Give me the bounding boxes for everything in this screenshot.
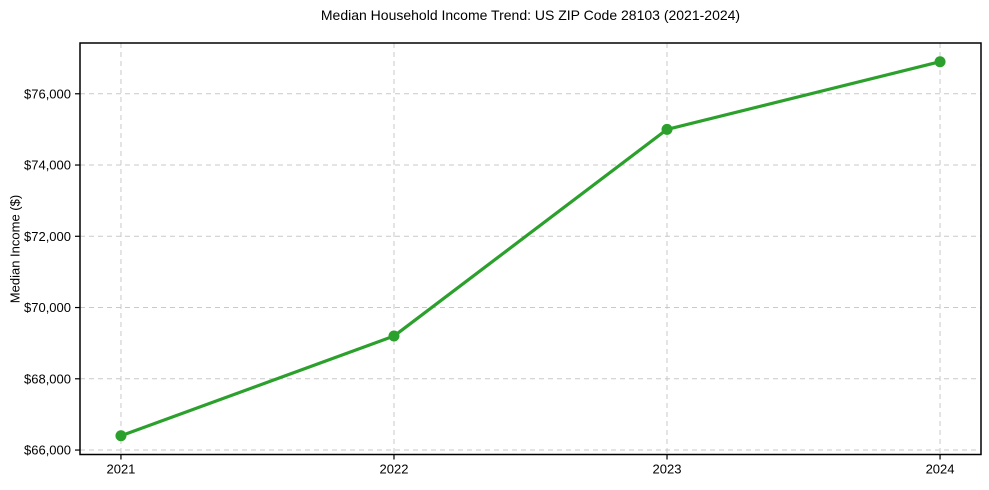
y-tick-label: $72,000 (24, 229, 71, 244)
y-tick-label: $70,000 (24, 300, 71, 315)
series-line (119, 60, 942, 438)
x-tick-label: 2022 (380, 462, 409, 477)
x-tick-label: 2024 (926, 462, 955, 477)
plot-border (79, 42, 982, 456)
y-tick-label: $74,000 (24, 158, 71, 173)
data-point-2021 (115, 430, 127, 442)
y-tick-label: $68,000 (24, 371, 71, 386)
data-point-2022 (388, 330, 400, 342)
x-tick-label: 2023 (653, 462, 682, 477)
y-tick-label: $66,000 (24, 443, 71, 458)
chart-title: Median Household Income Trend: US ZIP Co… (320, 7, 741, 23)
data-point-2024 (934, 56, 946, 68)
x-tick-label: 2021 (106, 462, 135, 477)
data-point-2023 (661, 123, 673, 135)
y-tick-label: $76,000 (24, 86, 71, 101)
